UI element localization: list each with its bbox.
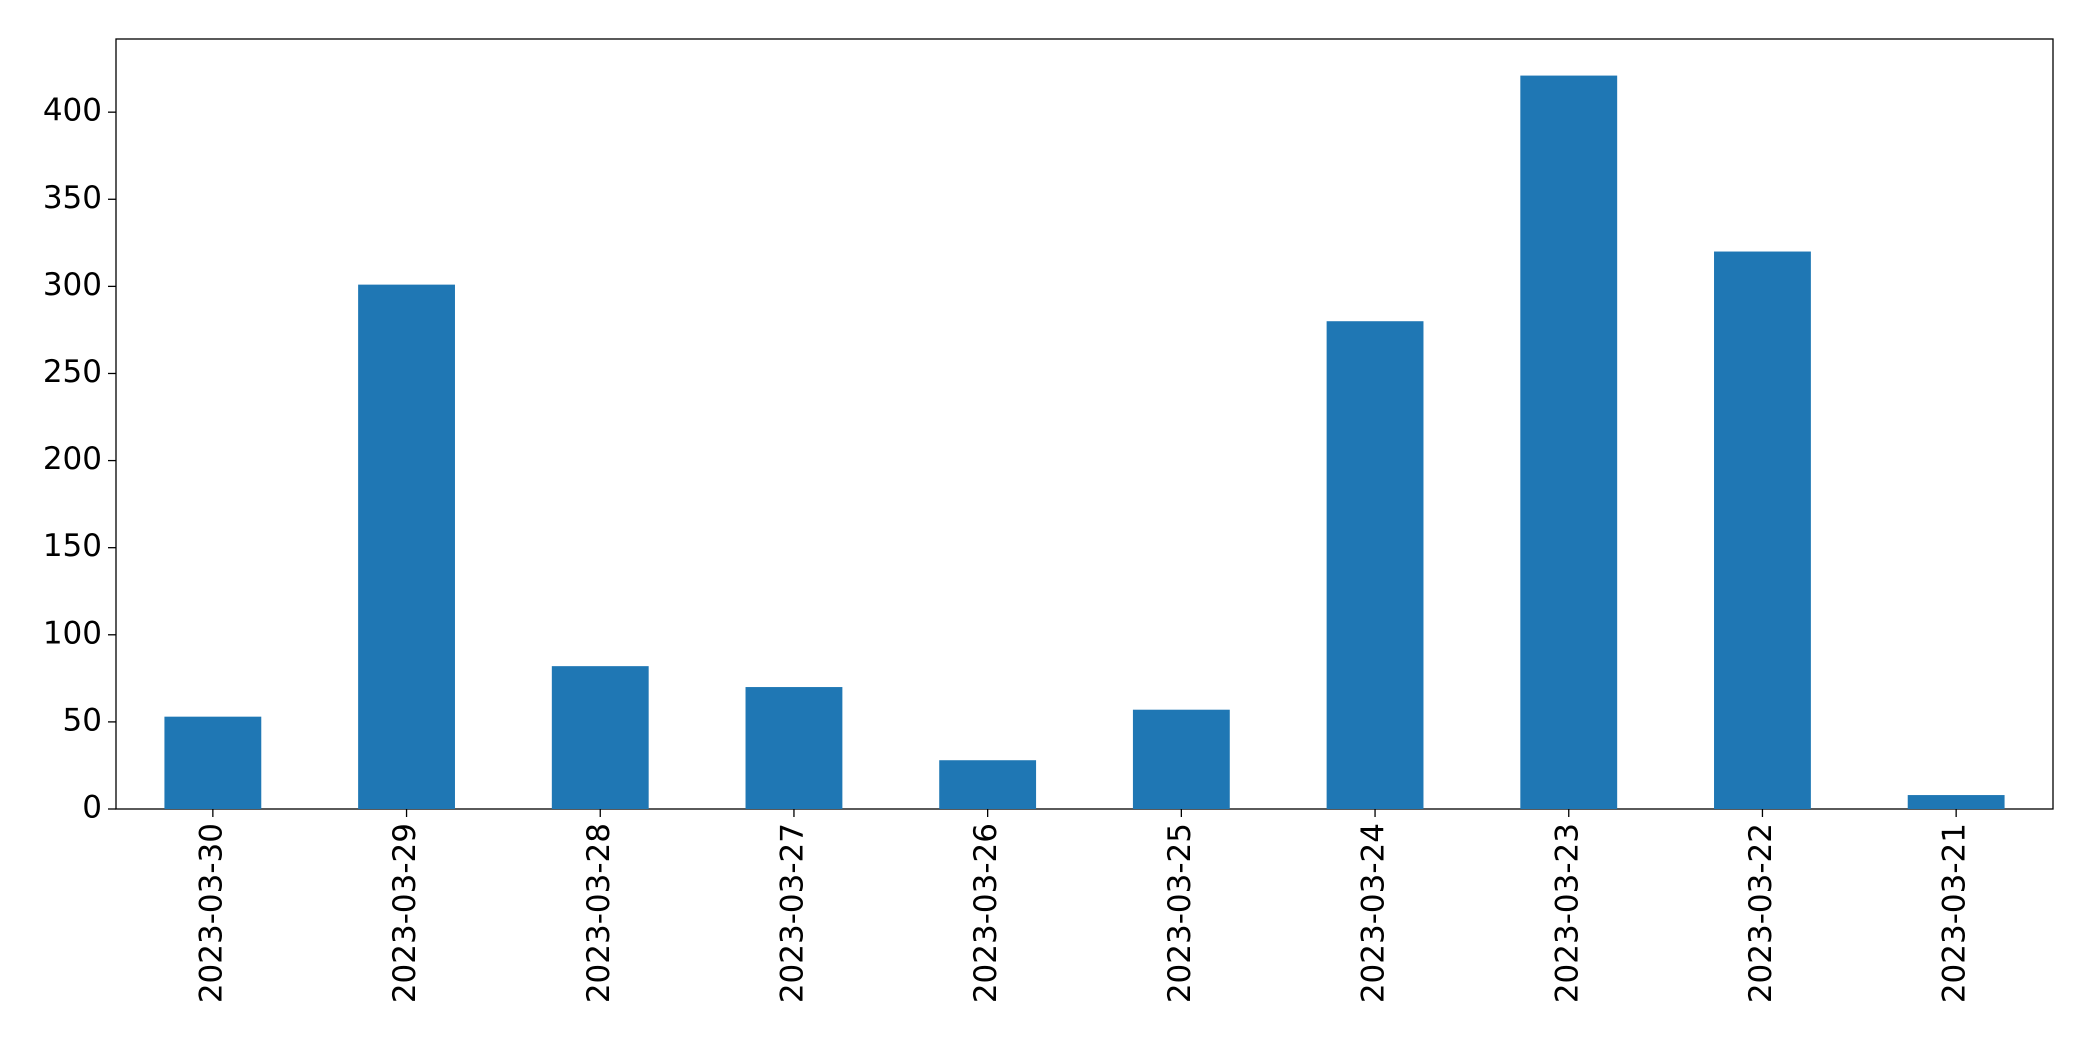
- y-tick-label: 50: [63, 702, 102, 738]
- bar: [1326, 321, 1424, 809]
- y-tick-label: 400: [43, 93, 102, 129]
- bar: [1520, 75, 1618, 809]
- y-tick-label: 100: [43, 615, 102, 651]
- y-tick-label: 150: [43, 528, 102, 564]
- x-tick-label: 2023-03-22: [1743, 823, 1779, 1003]
- plot-frame: [115, 38, 2054, 810]
- bar: [551, 666, 649, 809]
- x-tick-label: 2023-03-25: [1162, 823, 1198, 1003]
- x-tick-label: 2023-03-26: [968, 823, 1004, 1003]
- y-tick-label: 250: [43, 354, 102, 390]
- x-tick-label: 2023-03-29: [387, 823, 423, 1003]
- y-tick-label: 300: [43, 267, 102, 303]
- x-tick-label: 2023-03-30: [193, 823, 229, 1003]
- bar: [745, 687, 843, 809]
- bar: [939, 760, 1037, 809]
- y-tick-label: 200: [43, 441, 102, 477]
- y-tick-label: 0: [82, 790, 102, 826]
- x-tick-label: 2023-03-21: [1937, 823, 1973, 1003]
- bar: [358, 284, 455, 809]
- x-tick-label: 2023-03-24: [1356, 823, 1392, 1003]
- bar: [164, 716, 262, 809]
- x-tick-label: 2023-03-27: [774, 823, 810, 1003]
- x-tick-label: 2023-03-28: [581, 823, 617, 1003]
- bar: [1132, 709, 1230, 809]
- y-tick-label: 350: [43, 180, 102, 216]
- bar: [1714, 251, 1811, 809]
- x-tick-label: 2023-03-23: [1549, 823, 1585, 1003]
- bar: [1907, 795, 2005, 809]
